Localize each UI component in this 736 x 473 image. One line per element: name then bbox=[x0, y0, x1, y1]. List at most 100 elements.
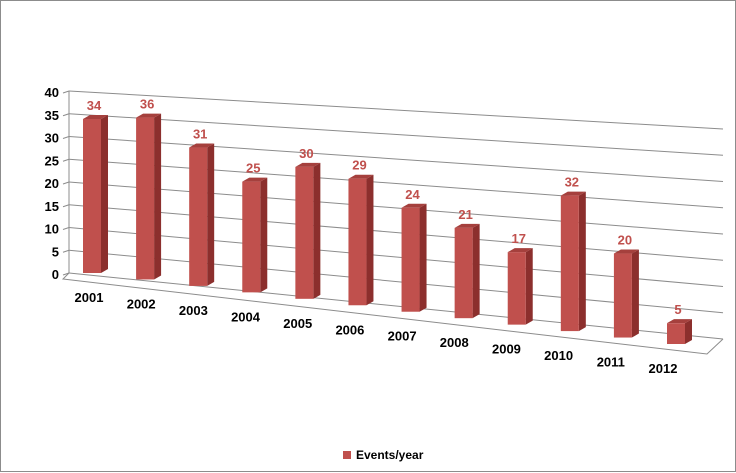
ytick-mark-25 bbox=[62, 158, 70, 162]
legend-swatch bbox=[343, 451, 351, 459]
bar-front-2009 bbox=[507, 252, 526, 325]
xtick-label-2001: 2001 bbox=[75, 290, 104, 305]
bar-top-2011 bbox=[613, 249, 639, 254]
bar-side-2012 bbox=[685, 319, 692, 344]
bar-front-2002 bbox=[136, 117, 155, 280]
bar-front-2006 bbox=[348, 178, 367, 306]
bar-front-2005 bbox=[295, 166, 314, 299]
gridline-20 bbox=[68, 181, 724, 235]
bar-side-2003 bbox=[207, 143, 215, 286]
bar-front-2010 bbox=[560, 195, 579, 332]
bar-top-2010 bbox=[560, 191, 586, 196]
data-label-2011: 20 bbox=[618, 233, 632, 248]
bar-front-2007 bbox=[401, 207, 420, 312]
xtick-label-2004: 2004 bbox=[231, 309, 261, 324]
bar-2004 bbox=[242, 177, 268, 293]
bar-side-2006 bbox=[366, 174, 374, 306]
bar-side-2010 bbox=[578, 191, 586, 332]
bar-2012 bbox=[667, 319, 692, 344]
bar-top-2009 bbox=[507, 248, 533, 253]
gridlines bbox=[68, 90, 724, 340]
bar-top-2002 bbox=[136, 113, 162, 118]
bar-side-2008 bbox=[472, 223, 480, 319]
bar-top-2004 bbox=[242, 177, 268, 182]
legend: Events/year bbox=[343, 445, 423, 465]
bar-side-2001 bbox=[101, 115, 108, 273]
ytick-mark-35 bbox=[62, 113, 70, 117]
legend-label: Events/year bbox=[356, 448, 424, 462]
ytick-mark-5 bbox=[62, 249, 70, 253]
data-label-2008: 21 bbox=[458, 207, 472, 222]
ytick-mark-15 bbox=[62, 204, 70, 208]
gridline-35 bbox=[68, 113, 724, 156]
xtick-label-2005: 2005 bbox=[283, 316, 312, 331]
data-label-2009: 17 bbox=[511, 231, 525, 246]
ytick-label-35: 35 bbox=[45, 108, 59, 123]
ytick-label-0: 0 bbox=[52, 267, 59, 282]
ytick-mark-30 bbox=[62, 136, 70, 139]
bar-front-2001 bbox=[83, 119, 101, 273]
bar-front-2003 bbox=[189, 147, 208, 286]
xtick-label-2012: 2012 bbox=[649, 361, 678, 376]
data-label-2010: 32 bbox=[565, 175, 579, 190]
ytick-label-25: 25 bbox=[45, 153, 59, 168]
bar-2003 bbox=[189, 143, 215, 286]
labels: 34 2001 36 2002 31 2003 25 2004 30 2005 29 2006 24 20… bbox=[75, 97, 682, 376]
bar-2001 bbox=[83, 115, 108, 273]
xtick-label-2007: 2007 bbox=[388, 329, 417, 344]
bar-2002 bbox=[136, 113, 162, 280]
gridline-30 bbox=[68, 136, 724, 182]
bar-top-2003 bbox=[189, 143, 215, 148]
ytick-mark-20 bbox=[62, 181, 70, 185]
bar-side-2004 bbox=[260, 177, 268, 293]
xtick-label-2009: 2009 bbox=[492, 342, 521, 357]
data-label-2007: 24 bbox=[405, 187, 420, 202]
gridline-40 bbox=[68, 90, 724, 130]
data-label-2006: 29 bbox=[352, 158, 366, 173]
bar-2005 bbox=[295, 162, 321, 299]
bar-side-2005 bbox=[313, 162, 321, 299]
bar-front-2008 bbox=[454, 227, 473, 319]
ytick-label-40: 40 bbox=[45, 85, 59, 100]
data-label-2004: 25 bbox=[246, 161, 260, 176]
bar-2010 bbox=[560, 191, 586, 332]
gridline-25 bbox=[68, 158, 724, 209]
ytick-mark-40 bbox=[62, 90, 70, 94]
bar-top-2008 bbox=[454, 223, 480, 228]
bar-top-2006 bbox=[348, 174, 374, 179]
bar-top-2007 bbox=[401, 203, 427, 208]
ytick-label-10: 10 bbox=[45, 222, 59, 237]
data-label-2012: 5 bbox=[674, 302, 681, 317]
bar-side-2007 bbox=[419, 203, 427, 312]
bar-2006 bbox=[348, 174, 374, 306]
ytick-label-15: 15 bbox=[45, 199, 59, 214]
bar-2011 bbox=[613, 249, 639, 338]
bar-top-2001 bbox=[83, 115, 108, 119]
data-label-2005: 30 bbox=[299, 146, 313, 161]
bar-2007 bbox=[401, 203, 427, 312]
xtick-label-2006: 2006 bbox=[335, 322, 364, 337]
ytick-label-5: 5 bbox=[52, 244, 59, 259]
xtick-label-2002: 2002 bbox=[127, 296, 156, 311]
ytick-mark-10 bbox=[62, 227, 70, 230]
bar-top-2012 bbox=[667, 319, 692, 324]
floor-edge bbox=[61, 272, 724, 355]
xtick-label-2003: 2003 bbox=[179, 303, 208, 318]
bar-side-2009 bbox=[525, 248, 533, 325]
bar-front-2012 bbox=[667, 323, 685, 344]
bar-front-2004 bbox=[242, 181, 261, 293]
bar-side-2002 bbox=[154, 113, 162, 280]
data-label-2001: 34 bbox=[87, 98, 102, 113]
ytick-label-30: 30 bbox=[45, 131, 59, 146]
bar-front-2011 bbox=[613, 253, 632, 338]
data-label-2002: 36 bbox=[140, 97, 154, 112]
ytick-label-20: 20 bbox=[45, 176, 59, 191]
xtick-label-2010: 2010 bbox=[544, 348, 573, 363]
bar-top-2005 bbox=[295, 162, 321, 167]
axes: 0 5 10 15 20 25 30 35 40 bbox=[45, 85, 724, 355]
bars bbox=[83, 113, 692, 344]
bar-2009 bbox=[507, 248, 533, 325]
xtick-label-2008: 2008 bbox=[440, 335, 469, 350]
